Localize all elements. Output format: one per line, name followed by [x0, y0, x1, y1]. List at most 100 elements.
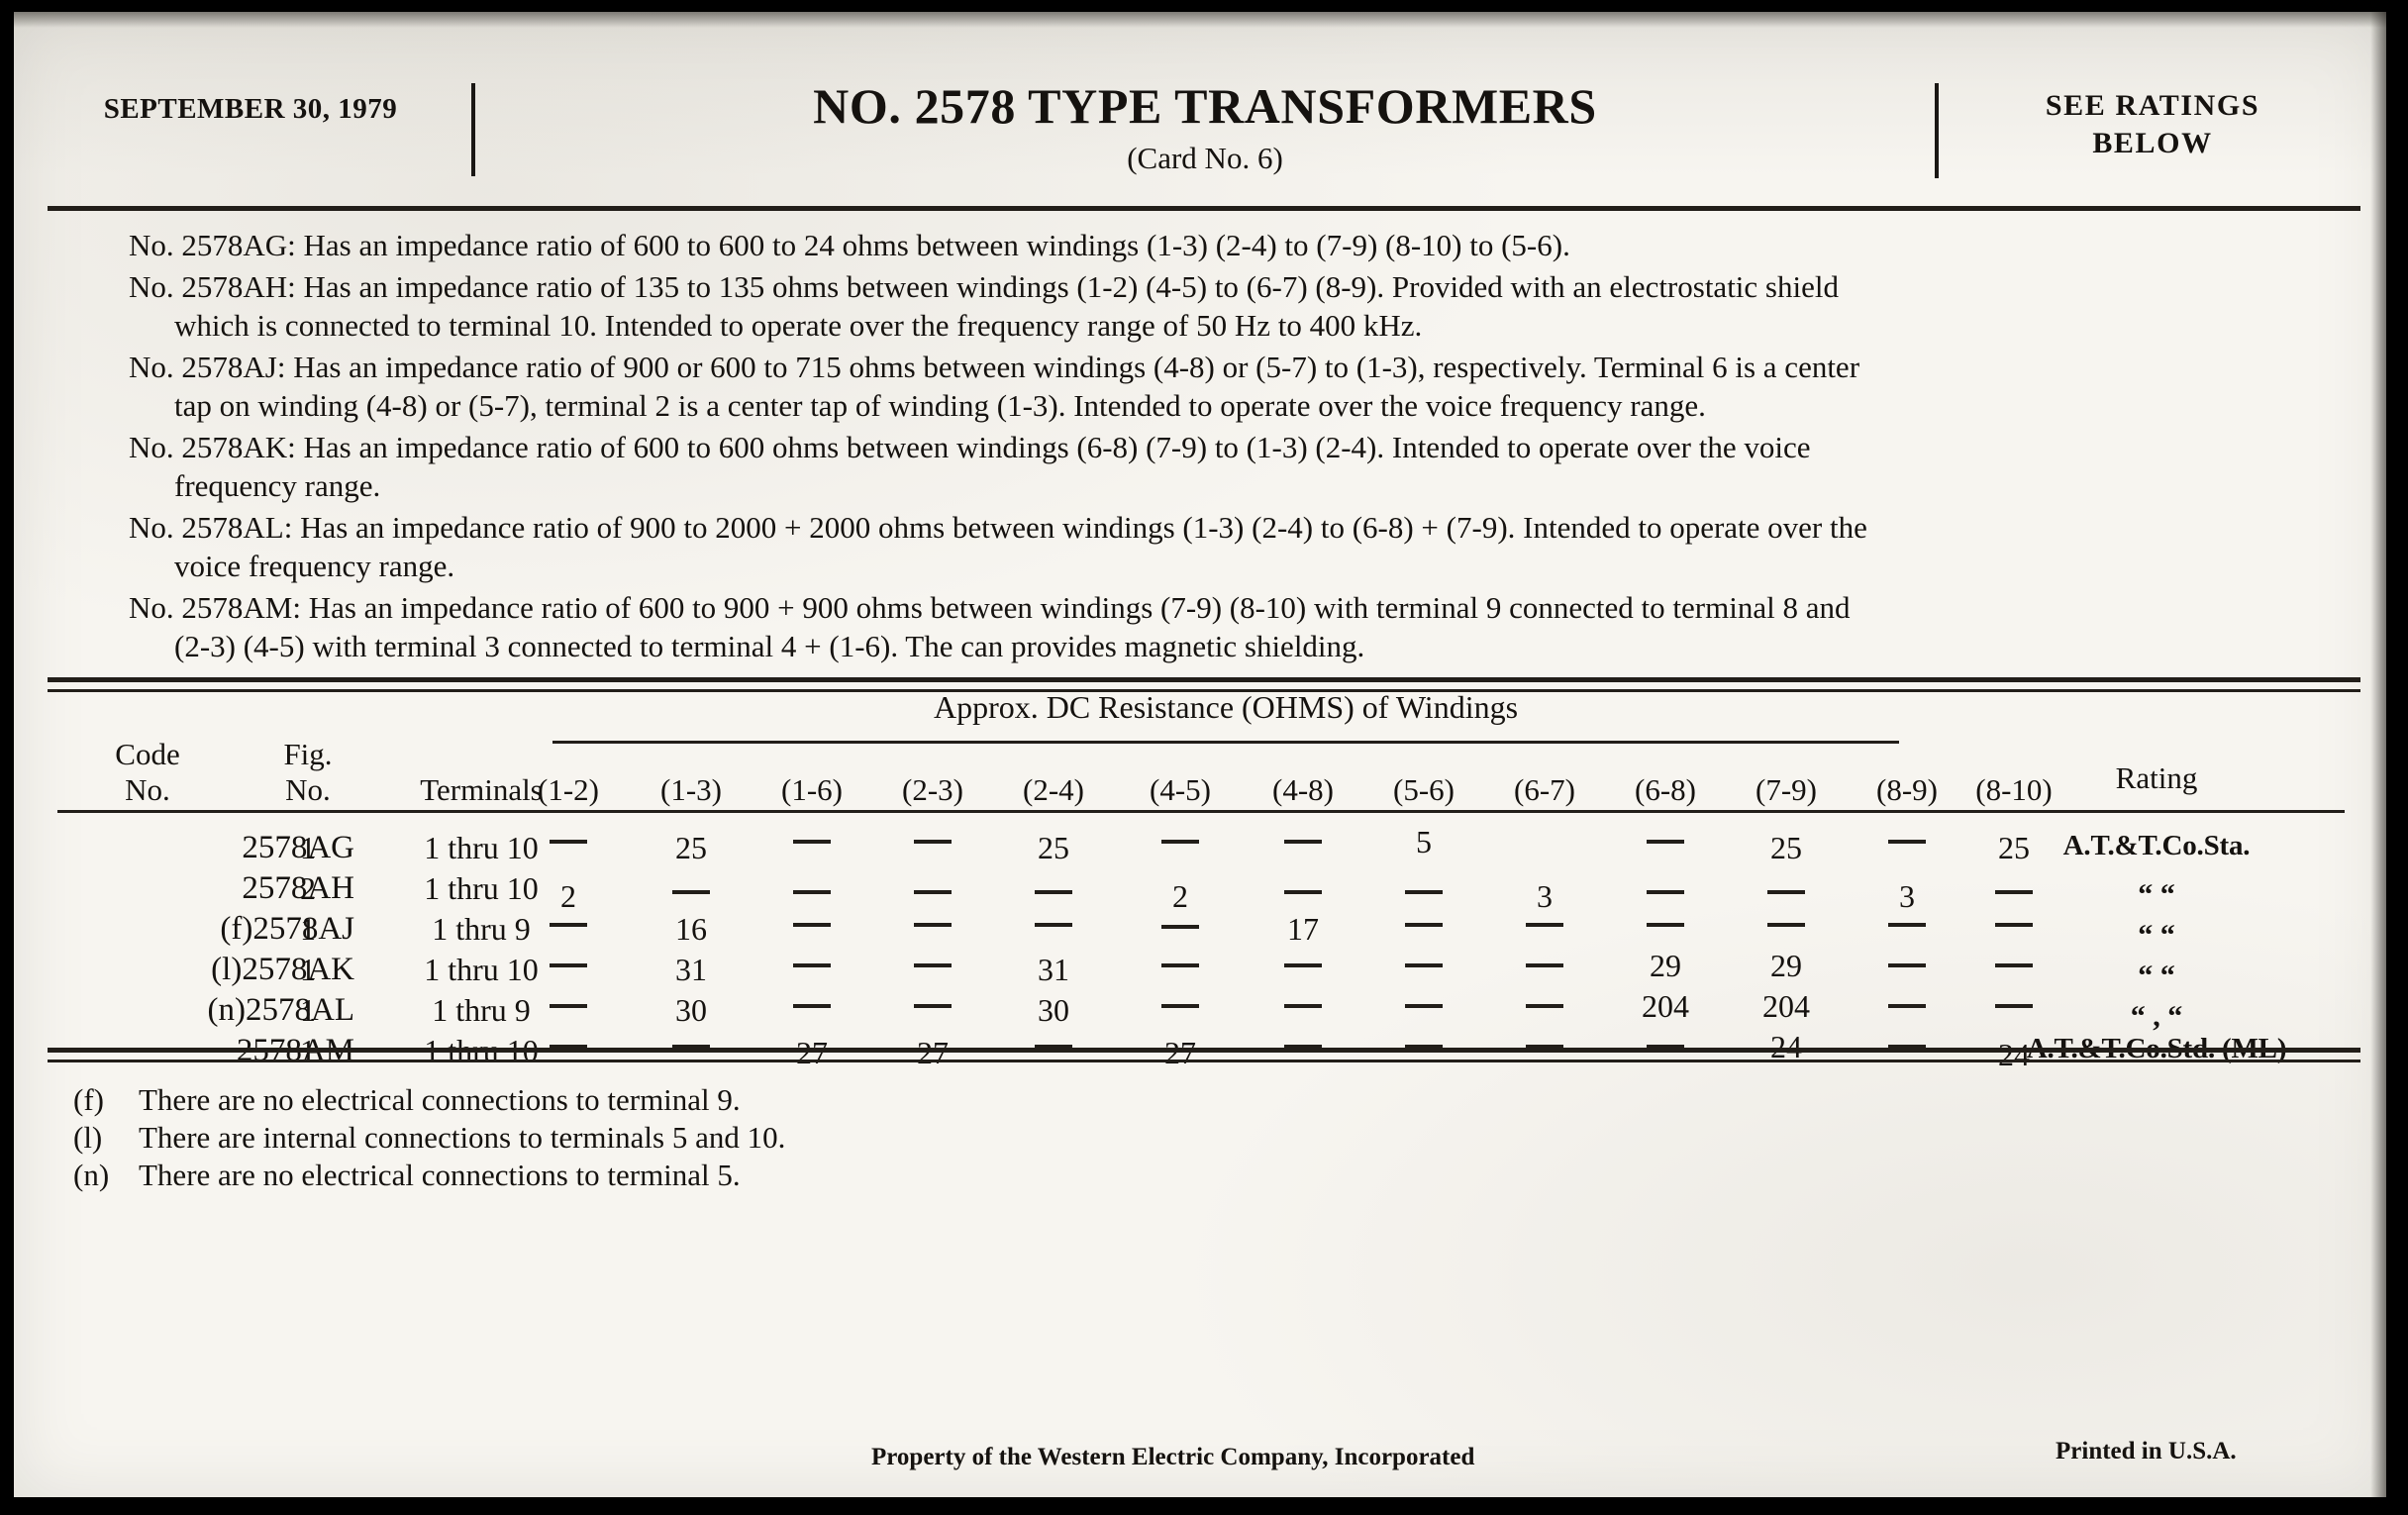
see-ratings-line1: SEE RATINGS	[2045, 89, 2260, 122]
code-no-text: 2578AG	[242, 830, 354, 865]
header-winding-1-6: (1-6)	[781, 772, 843, 807]
cell-resistance-1-3: 31	[675, 952, 707, 987]
cell-resistance-6-8	[1606, 828, 1725, 864]
cell-rating: “ “	[2138, 878, 2175, 911]
footnote: (n) There are no electrical connections t…	[73, 1157, 1657, 1194]
table-bottom-rule	[48, 1048, 2360, 1053]
header-divider-left	[471, 83, 475, 176]
table-row[interactable]: (l)2578AK 1 1 thru 10 31 31 29 29 “ “	[57, 948, 2355, 992]
description-continuation-line: (2-3) (4-5) with terminal 3 connected to…	[174, 629, 1365, 663]
code-no-text: 2578AH	[242, 870, 354, 906]
cell-resistance-2-4	[994, 911, 1113, 948]
cell-resistance-4-8	[1244, 1033, 1362, 1069]
cell-resistance-8-9	[1848, 911, 1966, 948]
cell-resistance-1-6	[752, 878, 871, 915]
cell-resistance-7-9	[1727, 911, 1846, 948]
cell-resistance-8-9	[1848, 992, 1966, 1029]
cell-terminals: 1 thru 9	[432, 992, 531, 1028]
cell-resistance-8-10: 24	[1998, 1037, 2030, 1072]
cell-resistance-6-8: 29	[1650, 948, 1681, 983]
cell-resistance-5-6	[1364, 878, 1483, 915]
cell-resistance-2-3: 27	[917, 1035, 949, 1070]
cell-resistance-1-3	[632, 1033, 751, 1069]
header-winding-1-3: (1-3)	[660, 772, 722, 807]
cell-rating: “ , “	[2130, 1000, 2183, 1033]
header-rating: Rating	[2115, 760, 2198, 795]
cell-resistance-4-8	[1244, 828, 1362, 864]
cell-resistance-1-6	[752, 911, 871, 948]
code-footnote-prefix: (n)	[207, 992, 246, 1028]
cell-resistance-6-8	[1606, 878, 1725, 915]
cell-terminals: 1 thru 10	[424, 870, 539, 906]
description-list: No. 2578AG: Has an impedance ratio of 60…	[73, 226, 2351, 668]
cell-terminals: 1 thru 9	[432, 911, 531, 947]
code-no-text: 2578AL	[246, 992, 354, 1028]
code-no-text: 2578AK	[242, 952, 354, 987]
header-winding-7-9: (7-9)	[1756, 772, 1817, 807]
table-row[interactable]: 2578AH 2 1 thru 10 2 2 3 3 “ “	[57, 870, 2355, 914]
table-row[interactable]: (f)2578AJ 1 1 thru 9 16 17 “ “	[57, 911, 2355, 952]
cell-resistance-1-3: 16	[675, 911, 707, 947]
description-paragraph: No. 2578AM: Has an impedance ratio of 60…	[73, 588, 2351, 665]
description-paragraph: No. 2578AJ: Has an impedance ratio of 90…	[73, 348, 2351, 425]
cell-resistance-8-10	[1955, 992, 2073, 1029]
cell-resistance-7-9: 24	[1770, 1029, 1802, 1064]
cell-resistance-1-6	[752, 992, 871, 1029]
see-ratings-note: SEE RATINGS BELOW	[1945, 87, 2360, 163]
cell-resistance-2-4: 30	[1038, 992, 1069, 1028]
code-footnote-prefix: (l)	[211, 952, 243, 987]
header-fig-no: Fig. No.	[283, 737, 333, 807]
cell-resistance-7-9: 204	[1762, 988, 1810, 1024]
cell-resistance-6-8	[1606, 911, 1725, 948]
cell-resistance-1-6	[752, 828, 871, 864]
header-code-no: Code No.	[115, 737, 180, 807]
cell-fig-no: 1	[300, 911, 316, 947]
cell-resistance-2-3	[873, 952, 992, 988]
cell-code-no: (n)2578AL	[57, 992, 354, 1029]
cell-fig-no: 1	[300, 992, 316, 1028]
cell-resistance-1-2	[509, 952, 628, 988]
cell-resistance-6-7	[1485, 911, 1604, 948]
description-paragraph: No. 2578AK: Has an impedance ratio of 60…	[73, 428, 2351, 505]
description-continuation-line: tap on winding (4-8) or (5-7), terminal …	[174, 388, 1706, 423]
cell-resistance-1-6: 27	[796, 1035, 828, 1070]
cell-code-no: (f)2578AJ	[57, 911, 354, 948]
cell-resistance-1-2	[509, 911, 628, 948]
description-first-line: No. 2578AM: Has an impedance ratio of 60…	[129, 590, 1851, 625]
header-winding-8-9: (8-9)	[1876, 772, 1938, 807]
cell-resistance-1-3: 25	[675, 830, 707, 865]
table-row[interactable]: 2578AG 1 1 thru 10 25 25 5 25 25 A.T.&T.Co.Sta.	[57, 824, 2355, 870]
footer-property-notice: Property of the Western Electric Company…	[871, 1444, 1475, 1470]
description-first-line: No. 2578AH: Has an impedance ratio of 13…	[129, 269, 1839, 304]
header-winding-6-7: (6-7)	[1514, 772, 1575, 807]
cell-resistance-4-8	[1244, 878, 1362, 915]
table-row[interactable]: 2578AM11 thru 102727272424A.T.&T.Co.Std.…	[57, 1029, 2355, 1073]
header-winding-5-6: (5-6)	[1393, 772, 1455, 807]
cell-resistance-1-3	[632, 878, 751, 915]
footnote: (l) There are internal connections to ter…	[73, 1119, 1657, 1157]
cell-resistance-4-5	[1121, 913, 1240, 950]
table-header-rule	[57, 810, 2345, 813]
footnote-text: There are no electrical connections to t…	[139, 1082, 741, 1117]
header-winding-4-5: (4-5)	[1150, 772, 1211, 807]
table-top-rule-2	[48, 689, 2360, 692]
cell-resistance-1-3: 30	[675, 992, 707, 1028]
cell-resistance-8-10	[1955, 878, 2073, 915]
cell-resistance-5-6	[1364, 911, 1483, 948]
cell-code-no: 2578AG	[57, 830, 354, 866]
cell-resistance-5-6	[1364, 992, 1483, 1029]
cell-resistance-8-9	[1848, 952, 1966, 988]
cell-resistance-4-5	[1121, 952, 1240, 988]
table-body: 2578AG 1 1 thru 10 25 25 5 25 25 A.T.&T.Co.Sta. 2…	[57, 824, 2355, 1073]
header-winding-4-8: (4-8)	[1272, 772, 1334, 807]
cell-resistance-6-7: 3	[1537, 878, 1553, 914]
header-winding-2-4: (2-4)	[1023, 772, 1084, 807]
footnote-list: (f) There are no electrical connections t…	[73, 1081, 1657, 1194]
cell-resistance-5-6: 5	[1416, 824, 1432, 859]
table-top-rule	[48, 677, 2360, 682]
cell-resistance-1-2	[509, 992, 628, 1029]
table-group-underline	[552, 741, 1899, 744]
description-first-line: No. 2578AG: Has an impedance ratio of 60…	[129, 228, 1570, 262]
table-row[interactable]: (n)2578AL 1 1 thru 9 30 30 204 204 “ , “	[57, 988, 2355, 1033]
cell-code-no: 2578AH	[57, 870, 354, 907]
